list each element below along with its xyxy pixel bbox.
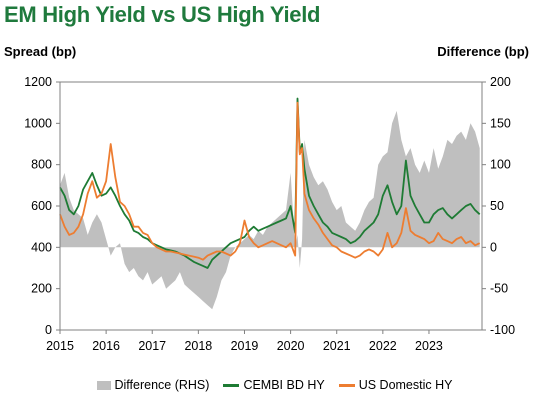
legend: Difference (RHS) CEMBI BD HY US Domestic… xyxy=(0,378,549,392)
left-tick-label: 1200 xyxy=(24,75,52,89)
legend-swatch-us-domestic xyxy=(338,383,355,387)
legend-label-cembi: CEMBI BD HY xyxy=(243,378,325,392)
x-tick-label: 2019 xyxy=(231,339,259,353)
left-tick-label: 0 xyxy=(45,323,52,337)
x-tick-label: 2015 xyxy=(46,339,74,353)
right-tick-label: -100 xyxy=(490,323,515,337)
legend-item-us-domestic: US Domestic HY xyxy=(338,378,453,392)
x-tick-label: 2020 xyxy=(277,339,305,353)
x-tick-label: 2018 xyxy=(184,339,212,353)
legend-item-cembi: CEMBI BD HY xyxy=(223,378,325,392)
legend-swatch-difference xyxy=(96,380,111,390)
x-tick-label: 2016 xyxy=(92,339,120,353)
left-tick-label: 800 xyxy=(31,158,52,172)
chart-title: EM High Yield vs US High Yield xyxy=(4,2,321,27)
legend-swatch-cembi xyxy=(223,383,240,387)
series-cembi-line xyxy=(59,97,481,269)
x-tick-label: 2023 xyxy=(415,339,443,353)
right-tick-label: 50 xyxy=(490,199,504,213)
right-axis-title: Difference (bp) xyxy=(437,44,529,59)
right-tick-label: 150 xyxy=(490,116,511,130)
right-tick-label: -50 xyxy=(490,282,508,296)
x-tick-label: 2022 xyxy=(369,339,397,353)
series-difference-area xyxy=(60,110,480,310)
right-tick-label: 0 xyxy=(490,240,497,254)
legend-item-difference: Difference (RHS) xyxy=(96,378,210,392)
right-tick-label: 100 xyxy=(490,158,511,172)
left-axis-title: Spread (bp) xyxy=(4,44,77,59)
right-tick-label: 200 xyxy=(490,75,511,89)
left-tick-label: 600 xyxy=(31,199,52,213)
x-tick-label: 2021 xyxy=(323,339,351,353)
left-tick-label: 400 xyxy=(31,240,52,254)
left-tick-label: 200 xyxy=(31,282,52,296)
legend-label-us-domestic: US Domestic HY xyxy=(358,378,453,392)
x-tick-label: 2017 xyxy=(138,339,166,353)
left-tick-label: 1000 xyxy=(24,116,52,130)
series-us-domestic-line xyxy=(59,101,481,261)
legend-label-difference: Difference (RHS) xyxy=(114,378,210,392)
